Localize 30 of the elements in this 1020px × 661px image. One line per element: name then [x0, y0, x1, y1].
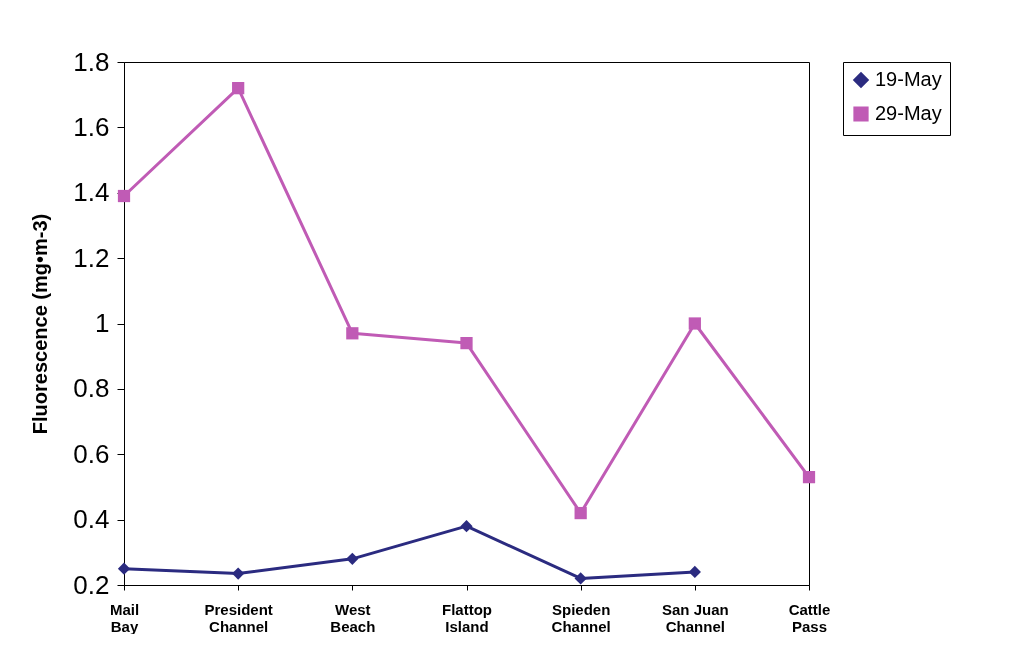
x-tick-label: Flattop Island	[442, 600, 492, 635]
point	[117, 562, 131, 575]
legend-label: 29-May	[875, 102, 942, 124]
point	[232, 567, 245, 580]
point	[688, 317, 701, 330]
y-tick-label: 0.8	[73, 373, 110, 404]
y-tick-label: 1.8	[73, 46, 110, 77]
y-tick-label: 1.2	[73, 242, 110, 273]
point	[117, 189, 131, 203]
point	[688, 565, 701, 579]
x-tick-label: Mail Bay	[109, 600, 140, 635]
point	[232, 82, 245, 95]
point	[460, 520, 473, 533]
x-tick-label: Spieden Channel	[551, 600, 611, 635]
x-tick-label: President Channel	[204, 600, 273, 635]
x-tick-label: Cattle Pass	[788, 600, 831, 635]
y-tick-label: 0.6	[73, 438, 110, 469]
legend-label: 19-May	[875, 68, 942, 90]
x-tick-label: San Juan Channel	[661, 600, 729, 635]
y-tick-label: 0.4	[73, 504, 110, 535]
point	[346, 552, 359, 565]
y-tick-label: 0.2	[73, 569, 110, 600]
point	[802, 471, 816, 484]
y-tick-label: 1.6	[73, 111, 110, 142]
point	[460, 336, 473, 350]
y-tick-label: 1	[95, 308, 110, 338]
y-axis-title: Fluorescence (mg•m-3)	[29, 213, 52, 435]
y-tick-label: 1.4	[73, 177, 110, 208]
point	[574, 506, 587, 520]
x-tick-label: West Beach	[330, 600, 376, 635]
